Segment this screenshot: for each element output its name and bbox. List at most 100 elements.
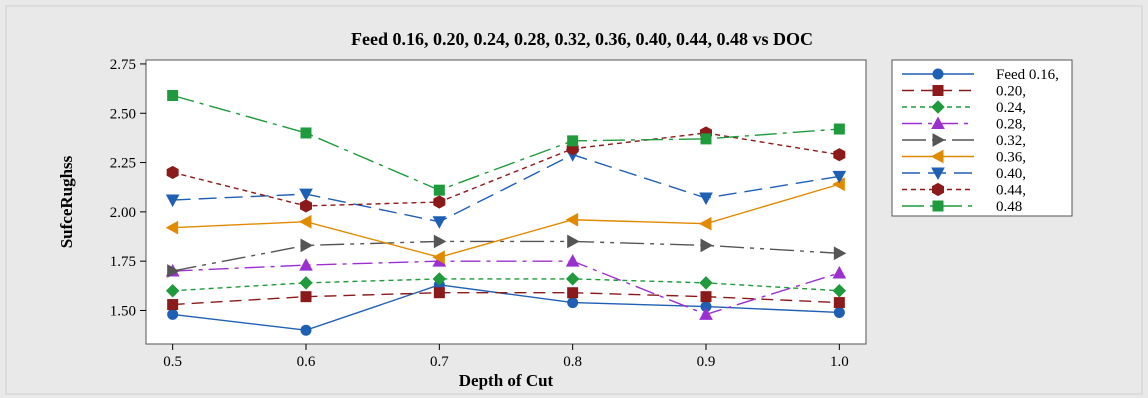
data-point: [167, 299, 179, 311]
data-point: [433, 234, 447, 249]
data-point: [299, 276, 313, 290]
data-point: [567, 234, 580, 249]
series-9: [167, 90, 845, 196]
legend-label: 0.48: [996, 199, 1022, 215]
y-tick-label: 2.50: [110, 106, 136, 122]
x-tick-label: 0.9: [697, 354, 716, 370]
x-axis: 0.5 0.6 0.7 0.8 0.9 1.0: [163, 344, 849, 370]
data-point: [833, 297, 845, 309]
legend-label: 0.44,: [996, 183, 1026, 199]
data-point: [832, 170, 847, 184]
series-line: [172, 260, 840, 316]
data-point: [833, 148, 846, 162]
legend: [891, 59, 1073, 217]
y-tick-label: 2.00: [110, 205, 136, 221]
series-line: [172, 240, 840, 272]
series-3: [165, 272, 847, 298]
x-tick-label: 0.5: [163, 354, 182, 370]
legend-label: Feed 0.16,: [996, 67, 1059, 83]
data-point: [165, 220, 179, 235]
data-point: [565, 254, 580, 267]
series-6: [165, 177, 845, 265]
legend-marker: [932, 133, 946, 147]
data-point: [298, 214, 312, 229]
data-point: [433, 287, 445, 299]
data-point: [432, 250, 445, 265]
legend-item: 0.48: [902, 199, 1022, 215]
legend-item: 0.24,: [902, 100, 1026, 116]
y-tick-label: 1.50: [110, 303, 136, 319]
legend-label: 0.36,: [996, 150, 1026, 166]
data-point: [700, 238, 714, 253]
legend-item: 0.32,: [902, 133, 1026, 149]
data-point: [167, 90, 179, 101]
x-tick-label: 0.8: [563, 354, 582, 370]
data-point: [299, 258, 313, 271]
data-point: [833, 123, 845, 135]
data-point: [432, 272, 447, 286]
data-point: [165, 194, 180, 208]
x-axis-label: Depth of Cut: [459, 371, 554, 390]
legend-item: 0.28,: [902, 116, 1026, 133]
legend-marker: [931, 116, 945, 129]
legend-label: 0.28,: [996, 117, 1026, 133]
legend-item: 0.20,: [902, 84, 1026, 100]
x-tick-label: 0.7: [430, 354, 449, 370]
y-axis: 1.50 1.75 2.00 2.25 2.50 2.75: [110, 57, 146, 319]
data-point: [165, 284, 180, 298]
y-axis-label: SufceRughss: [57, 155, 76, 248]
data-point: [300, 199, 312, 213]
data-point: [833, 246, 847, 261]
data-point: [300, 238, 314, 253]
legend-marker: [932, 200, 944, 212]
legend-item: 0.40,: [902, 166, 1026, 182]
data-point: [433, 195, 446, 209]
legend-marker: [932, 68, 944, 80]
data-point: [700, 291, 712, 303]
legend-label: 0.24,: [996, 100, 1026, 116]
data-point: [699, 276, 713, 290]
legend-marker: [932, 182, 944, 197]
data-point: [567, 135, 579, 147]
data-point: [832, 284, 847, 298]
data-point: [567, 297, 579, 309]
x-tick-label: 0.6: [297, 354, 316, 370]
series-2: [167, 287, 845, 311]
chart-title: Feed 0.16, 0.20, 0.24, 0.28, 0.32, 0.36,…: [351, 29, 813, 49]
data-point: [300, 127, 312, 139]
legend-label: 0.32,: [996, 133, 1026, 149]
legend-item: Feed 0.16,: [902, 67, 1059, 83]
data-point: [166, 165, 179, 179]
data-point: [433, 184, 445, 196]
data-point: [432, 216, 447, 229]
series-line: [172, 183, 840, 258]
series-line: [172, 278, 840, 292]
data-point: [300, 324, 312, 336]
data-point: [699, 307, 713, 320]
legend-item: 0.44,: [902, 183, 1026, 199]
legend-item: 0.36,: [902, 150, 1026, 166]
series-line: [172, 94, 840, 191]
data-point: [565, 212, 579, 227]
legend-marker: [930, 149, 944, 164]
legend-items: Feed 0.16,0.20,0.24,0.28,0.32,0.36,0.40,…: [902, 67, 1059, 215]
data-point: [299, 188, 313, 202]
x-tick-label: 1.0: [830, 354, 849, 370]
data-point: [567, 287, 579, 299]
data-point: [833, 306, 845, 318]
data-point: [167, 264, 180, 278]
y-tick-label: 2.25: [110, 156, 136, 172]
data-point: [565, 272, 580, 286]
series-line: [172, 292, 840, 306]
legend-label: 0.40,: [996, 166, 1026, 182]
series-layer: [165, 90, 847, 336]
data-point: [300, 291, 312, 303]
legend-marker: [931, 100, 945, 114]
data-point: [698, 216, 712, 231]
data-point: [832, 265, 847, 279]
data-point: [699, 192, 713, 206]
series-5: [167, 234, 847, 278]
legend-label: 0.20,: [996, 84, 1026, 100]
data-point: [167, 308, 179, 320]
series-line: [172, 153, 840, 223]
